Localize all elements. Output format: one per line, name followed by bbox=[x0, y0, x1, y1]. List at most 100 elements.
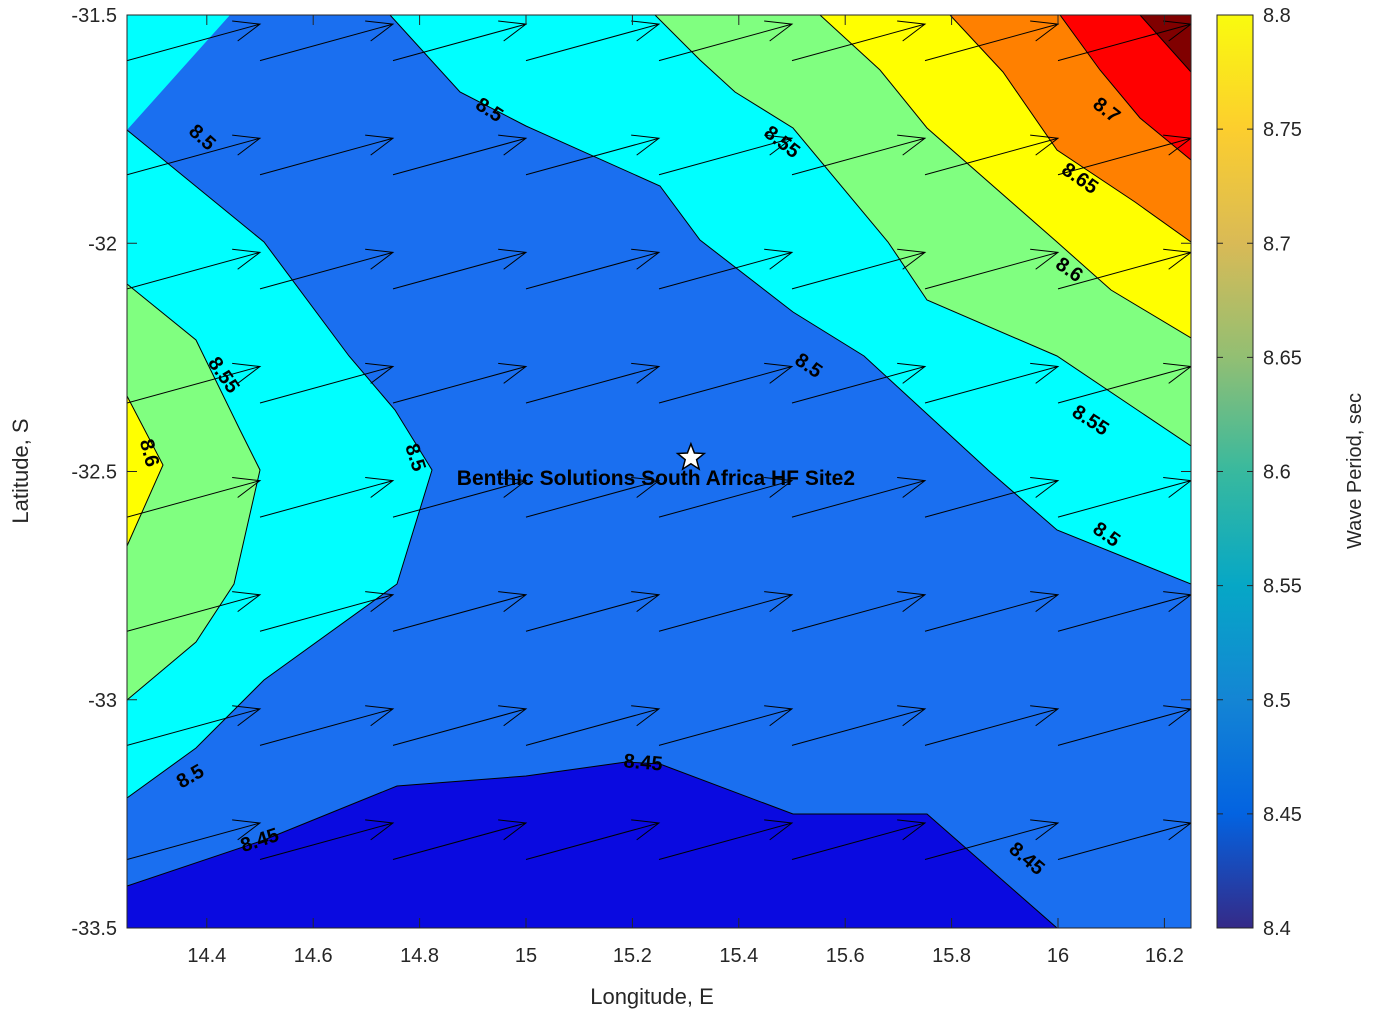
x-tick-label: 16.2 bbox=[1145, 945, 1184, 967]
colorbar-tick-label: 8.8 bbox=[1263, 5, 1291, 27]
wave-vector-arrow bbox=[259, 477, 395, 518]
colorbar-tick-label: 8.65 bbox=[1263, 347, 1302, 369]
wave-vector-arrow bbox=[924, 362, 1060, 404]
x-tick-label: 15.4 bbox=[719, 945, 758, 967]
wave-vector-arrow bbox=[392, 248, 528, 290]
y-tick-label: -33 bbox=[88, 690, 117, 712]
wave-vector-arrow bbox=[924, 134, 1060, 176]
colorbar-tick-label: 8.7 bbox=[1263, 233, 1291, 255]
y-axis: -31.5 -32 -32.5 -33 -33.5 bbox=[71, 5, 1191, 940]
x-tick-label: 15.8 bbox=[932, 945, 971, 967]
contour-band-8.55-8.6-west bbox=[127, 284, 260, 700]
colorbar-tick-label: 8.5 bbox=[1263, 690, 1291, 712]
wave-vector-arrow bbox=[392, 819, 528, 861]
wave-vector-arrow bbox=[127, 819, 262, 861]
wave-vector-arrow bbox=[392, 591, 528, 632]
wave-vector-arrow bbox=[791, 705, 927, 746]
colorbar-tick-label: 8.55 bbox=[1263, 576, 1302, 598]
wave-vector-arrow bbox=[392, 705, 528, 746]
wave-vectors bbox=[127, 20, 1191, 861]
wave-vector-arrow bbox=[525, 591, 661, 632]
colorbar-tick-label: 8.6 bbox=[1263, 462, 1291, 484]
x-axis: 14.4 14.6 14.8 15 15.2 15.4 15.6 15.8 16 16.2 bbox=[187, 15, 1184, 967]
wave-vector-arrow bbox=[924, 705, 1060, 746]
wave-vector-arrow bbox=[127, 362, 262, 404]
x-tick-label: 15 bbox=[515, 945, 537, 967]
wave-vector-arrow bbox=[259, 362, 395, 404]
wave-vector-arrow bbox=[791, 591, 927, 632]
colorbar-tick-label: 8.45 bbox=[1263, 804, 1302, 826]
wave-vector-arrow bbox=[525, 819, 661, 861]
x-tick-label: 16 bbox=[1047, 945, 1069, 967]
x-tick-label: 15.2 bbox=[613, 945, 652, 967]
x-tick-label: 14.6 bbox=[294, 945, 333, 967]
wave-vector-arrow bbox=[127, 705, 262, 746]
colorbar-ticks: 8.4 8.45 8.5 8.55 8.6 8.65 8.7 8.75 8.8 bbox=[1217, 5, 1302, 940]
wave-vector-arrow bbox=[525, 20, 661, 62]
wave-vector-arrow bbox=[791, 248, 927, 290]
wave-vector-arrow bbox=[658, 591, 794, 632]
wave-vector-arrow bbox=[1057, 248, 1191, 290]
wave-vector-arrow bbox=[658, 134, 794, 176]
colorbar-label: Wave Period, sec bbox=[1344, 393, 1366, 549]
wave-vector-arrow bbox=[525, 705, 661, 746]
wave-vector-arrow bbox=[127, 248, 262, 290]
wave-vector-arrow bbox=[392, 362, 528, 404]
wave-vector-arrow bbox=[525, 362, 661, 404]
wave-vector-arrow bbox=[658, 362, 794, 404]
wave-vector-arrow bbox=[924, 819, 1060, 861]
wave-vector-arrow bbox=[392, 134, 528, 176]
colorbar-tick-label: 8.75 bbox=[1263, 119, 1302, 141]
wave-vector-arrow bbox=[1057, 477, 1191, 518]
colorbar-tick-label: 8.4 bbox=[1263, 918, 1291, 940]
wave-vector-arrow bbox=[127, 20, 262, 62]
wave-vector-arrow bbox=[127, 134, 262, 176]
y-tick-label: -32.5 bbox=[71, 462, 117, 484]
wave-vector-arrow bbox=[791, 819, 927, 861]
plot-area: 8.58.58.558.78.658.68.558.6 8.58.58.558.5… bbox=[127, 15, 1191, 928]
site-marker: Benthic Solutions South Africa HF Site2 bbox=[457, 441, 855, 490]
wave-vector-arrow bbox=[1057, 591, 1191, 632]
wave-vector-arrow bbox=[525, 248, 661, 290]
wave-vector-arrow bbox=[525, 477, 661, 518]
wave-vector-arrow bbox=[791, 477, 927, 518]
x-axis-label: Longitude, E bbox=[590, 984, 714, 1009]
wave-vector-arrow bbox=[1057, 705, 1191, 746]
wave-vector-arrow bbox=[924, 248, 1060, 290]
wave-vector-arrow bbox=[791, 362, 927, 404]
wave-vector-arrow bbox=[1057, 362, 1191, 404]
y-tick-label: -31.5 bbox=[71, 5, 117, 27]
wave-vector-arrow bbox=[1057, 134, 1191, 176]
wave-vector-arrow bbox=[658, 477, 794, 518]
wave-vector-arrow bbox=[525, 134, 661, 176]
contour-band-8.4-8.45 bbox=[127, 762, 1057, 928]
y-tick-label: -33.5 bbox=[71, 918, 117, 940]
wave-vector-arrow bbox=[259, 819, 395, 861]
wave-vector-arrow bbox=[1057, 20, 1191, 62]
wave-vector-arrow bbox=[259, 248, 395, 290]
wave-vector-arrow bbox=[127, 477, 262, 518]
y-axis-label: Latitude, S bbox=[8, 418, 33, 523]
wave-vector-arrow bbox=[924, 591, 1060, 632]
wave-vector-arrow bbox=[259, 705, 395, 746]
wave-vector-arrow bbox=[658, 705, 794, 746]
x-tick-label: 15.6 bbox=[826, 945, 865, 967]
wave-vector-arrow bbox=[791, 20, 927, 62]
wave-vector-arrow bbox=[658, 819, 794, 861]
contour-band-8.5-8.55-west bbox=[127, 15, 432, 928]
site-label: Benthic Solutions South Africa HF Site2 bbox=[457, 467, 855, 490]
y-tick-label: -32 bbox=[88, 233, 117, 255]
contour-label: 8.45 bbox=[623, 750, 664, 775]
wave-vector-arrow bbox=[259, 20, 395, 62]
wave-vector-arrow bbox=[1057, 819, 1191, 861]
wave-vector-arrow bbox=[259, 591, 395, 632]
wave-vector-arrow bbox=[924, 477, 1060, 518]
contour-band-8.6-8.65-west bbox=[127, 396, 163, 546]
wave-vector-arrow bbox=[392, 477, 528, 518]
wave-vector-arrow bbox=[127, 591, 262, 632]
x-tick-label: 14.8 bbox=[400, 945, 439, 967]
wave-vector-arrow bbox=[791, 134, 927, 176]
x-tick-label: 14.4 bbox=[187, 945, 226, 967]
site-star-icon bbox=[675, 441, 707, 471]
